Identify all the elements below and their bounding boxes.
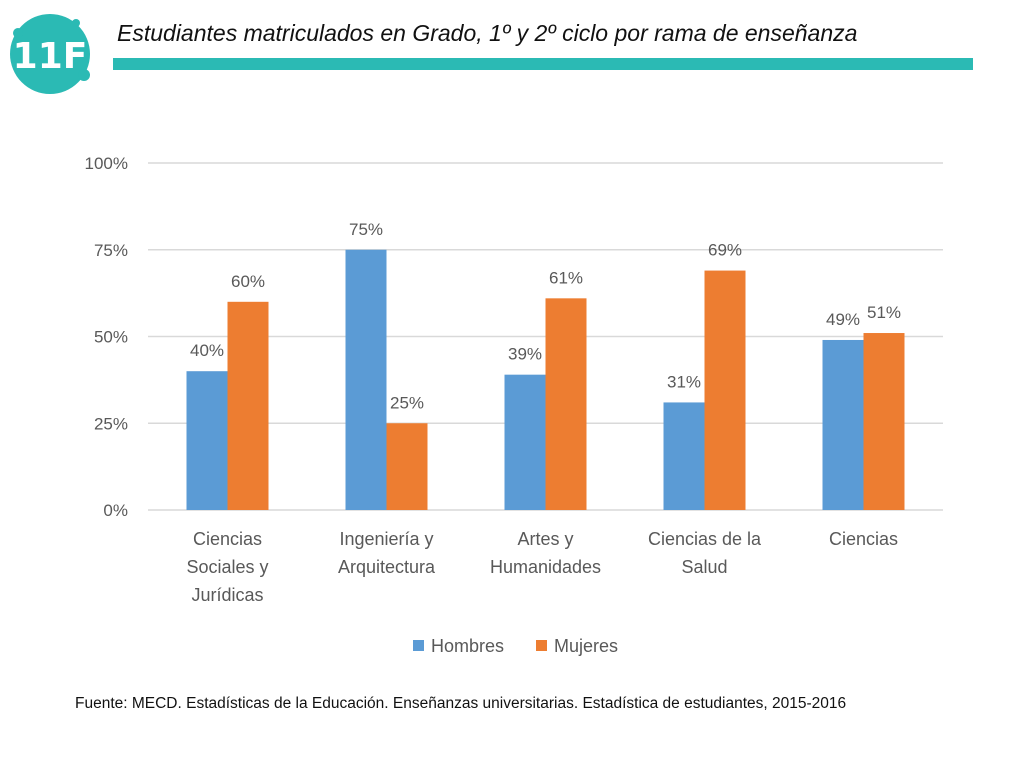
bar-mujeres: [227, 301, 269, 510]
data-label: 40%: [190, 341, 224, 360]
bar-mujeres: [386, 423, 428, 510]
y-tick-label: 50%: [94, 328, 128, 347]
data-label: 31%: [667, 372, 701, 391]
bar-hombres: [504, 374, 546, 510]
bar-hombres: [345, 249, 387, 510]
legend-label: Hombres: [431, 636, 504, 656]
logo: 11F: [10, 14, 90, 94]
x-tick-label: Artes y: [517, 529, 573, 549]
x-tick-label: Sociales y: [186, 557, 268, 577]
y-tick-label: 25%: [94, 414, 128, 433]
y-tick-label: 75%: [94, 241, 128, 260]
logo-text: 11F: [13, 36, 88, 77]
x-tick-label: Humanidades: [490, 557, 601, 577]
data-label: 61%: [549, 268, 583, 287]
x-tick-label: Jurídicas: [191, 585, 263, 605]
data-label: 60%: [231, 272, 265, 291]
y-tick-label: 100%: [85, 154, 128, 173]
title-underline: [113, 58, 973, 70]
data-label: 75%: [349, 220, 383, 239]
source-note: Fuente: MECD. Estadísticas de la Educaci…: [75, 695, 847, 712]
x-tick-label: Ciencias: [829, 529, 898, 549]
legend-swatch: [536, 640, 547, 651]
x-tick-label: Ciencias: [193, 529, 262, 549]
data-label: 49%: [826, 310, 860, 329]
x-tick-label: Ingeniería y: [339, 529, 433, 549]
data-label: 51%: [867, 303, 901, 322]
bar-hombres: [822, 339, 864, 510]
logo-badge: [10, 14, 90, 94]
legend-swatch: [413, 640, 424, 651]
bar-hombres: [663, 402, 705, 510]
x-tick-label: Arquitectura: [338, 557, 436, 577]
bar-mujeres: [704, 270, 746, 510]
data-label: 39%: [508, 345, 542, 364]
x-tick-label: Ciencias de la: [648, 529, 762, 549]
y-tick-label: 0%: [103, 501, 128, 520]
bar-mujeres: [863, 333, 905, 510]
legend-label: Mujeres: [554, 636, 618, 656]
data-label: 69%: [708, 241, 742, 260]
bar-hombres: [186, 371, 228, 510]
x-tick-label: Salud: [681, 557, 727, 577]
data-label: 25%: [390, 393, 424, 412]
page-title: Estudiantes matriculados en Grado, 1º y …: [117, 20, 858, 46]
bar-mujeres: [545, 298, 587, 510]
